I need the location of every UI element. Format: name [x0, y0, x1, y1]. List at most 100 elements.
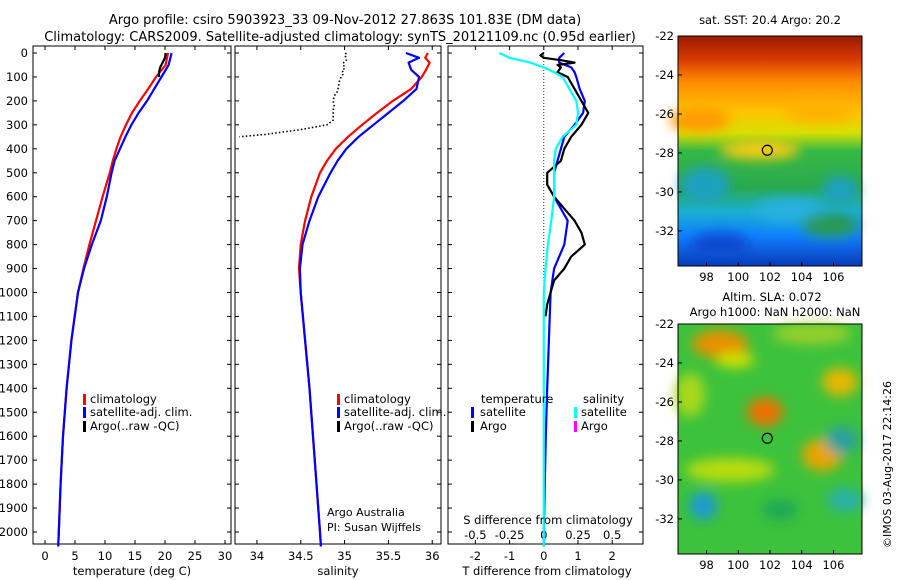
imos-timestamp: ©IMOS 03-Aug-2017 22:14:26	[881, 381, 894, 548]
map-y-tick-label: -26	[655, 107, 674, 121]
x-tick-label: 2	[609, 549, 616, 563]
x-tick-label: -1	[504, 549, 515, 563]
salinity-plot: 34 34.5 35 35.5 36	[235, 46, 441, 563]
x-tick-label: 36	[425, 549, 440, 563]
series-line-satellite-adj-clim-	[298, 51, 421, 547]
figure-title-line2: Climatology: CARS2009. Satellite-adjuste…	[44, 30, 636, 45]
depth-tick-label: 1100	[0, 309, 28, 323]
sla-texture	[675, 324, 863, 520]
map-y-tick-label: -32	[655, 512, 674, 526]
depth-tick-label: 300	[6, 118, 28, 132]
series-line-argo-raw-qc-	[239, 52, 348, 138]
map-x-tick-label: 102	[759, 558, 781, 572]
legend-label-satellite: satellite-adj. clim.	[344, 405, 446, 419]
map-y-tick-label: -28	[655, 434, 674, 448]
argo-location-marker	[761, 144, 773, 156]
s-diff-tick-label: -0.25	[495, 528, 525, 542]
depth-tick-label: 400	[6, 142, 28, 156]
series-line-temperature-argo	[539, 52, 590, 317]
legend-title-salinity: salinity	[583, 392, 624, 406]
temperature-legend: climatology satellite-adj. clim. Argo(..…	[83, 392, 192, 433]
map-y-tick-label: -30	[655, 185, 674, 199]
x-tick-label: 20	[158, 549, 173, 563]
depth-tick-label: 1400	[0, 381, 28, 395]
map-x-tick-label: 104	[791, 558, 813, 572]
difference-panel-frame	[447, 45, 644, 545]
map-x-tick-label: 104	[791, 270, 813, 284]
map-x-tick-label: 100	[727, 558, 749, 572]
map-y-tick-label: -26	[655, 395, 674, 409]
map-y-tick-label: -22	[655, 317, 674, 331]
series-line-temperature-satellite	[542, 52, 586, 547]
depth-tick-label: 700	[6, 214, 28, 228]
depth-tick-label: 1900	[0, 501, 28, 515]
depth-tick-label: 1300	[0, 357, 28, 371]
map-y-tick-label: -24	[655, 68, 674, 82]
x-tick-label: 0	[41, 549, 48, 563]
temperature-plot: 0 5 10 15 20 25 30	[33, 46, 232, 563]
legend-swatch-sal-argo	[574, 421, 577, 432]
depth-tick-label: 2000	[0, 525, 28, 539]
sla-map	[675, 323, 863, 555]
legend-label-temp-satellite: satellite	[480, 405, 526, 419]
x-tick-label: 5	[71, 549, 78, 563]
x-tick-label: 34.5	[288, 549, 314, 563]
map-x-tick-label: 100	[727, 270, 749, 284]
difference-legend: temperature salinity satellite Argo sate…	[471, 392, 627, 433]
sst-map-title: sat. SST: 20.4 Argo: 20.2	[699, 13, 841, 27]
map-x-tick-label: 102	[759, 270, 781, 284]
depth-tick-label: 1800	[0, 477, 28, 491]
x-tick-label: 35	[337, 549, 352, 563]
sst-map	[670, 35, 863, 267]
map-y-tick-label: -32	[655, 224, 674, 238]
series-line-climatology	[57, 52, 170, 547]
sla-map-title: Altim. SLA: 0.072	[722, 290, 821, 304]
series-line-satellite-adj-clim-	[57, 52, 173, 547]
depth-tick-label: 200	[6, 94, 28, 108]
depth-tick-label: 1600	[0, 429, 28, 443]
sst-texture	[670, 102, 858, 257]
legend-label-climatology: climatology	[344, 392, 411, 406]
depth-tick-label: 1000	[0, 286, 28, 300]
depth-axis: 0 100 200 300 400 500 600 700 800 900 1000 1100 1200…	[0, 46, 28, 539]
sla-map-axes: 98 100 102 104 106 -22 -24 -26 -28 -30 -32	[655, 317, 844, 572]
map-x-tick-label: 98	[699, 558, 714, 572]
credit-line2: PI: Susan Wijffels	[327, 521, 421, 534]
s-diff-tick-label: 0.5	[603, 528, 621, 542]
legend-label-climatology: climatology	[90, 392, 157, 406]
depth-tick-label: 900	[6, 262, 28, 276]
depth-tick-label: 600	[6, 190, 28, 204]
depth-tick-label: 1700	[0, 453, 28, 467]
depth-tick-label: 800	[6, 238, 28, 252]
map-y-tick-label: -22	[655, 29, 674, 43]
depth-tick-label: 1200	[0, 333, 28, 347]
s-diff-tick-label: 0.25	[565, 528, 591, 542]
temperature-axis-label: temperature (deg C)	[73, 564, 191, 578]
x-tick-label: 35.5	[376, 549, 402, 563]
legend-title-temperature: temperature	[481, 392, 553, 406]
map-y-tick-label: -28	[655, 146, 674, 160]
temperature-panel-frame	[32, 45, 232, 545]
depth-tick-label: 0	[21, 46, 28, 60]
legend-swatch-satellite	[337, 407, 340, 418]
x-tick-label: 0	[540, 549, 547, 563]
salinity-legend: climatology satellite-adj. clim. Argo(..…	[337, 392, 446, 433]
legend-label-satellite: satellite-adj. clim.	[90, 405, 192, 419]
t-difference-axis-label: T difference from climatology	[461, 564, 632, 578]
legend-swatch-argo	[83, 421, 86, 432]
map-x-tick-label: 106	[822, 558, 844, 572]
difference-plot: -2 -1 0 1 2-0.5 -0.25 0 0.25 0.5	[448, 46, 643, 563]
legend-swatch-sal-satellite	[574, 407, 577, 418]
depth-tick-label: 1500	[0, 405, 28, 419]
x-tick-label: 30	[218, 549, 233, 563]
legend-label-sal-argo: Argo	[581, 419, 608, 433]
legend-swatch-climatology	[83, 394, 86, 405]
legend-swatch-satellite	[83, 407, 86, 418]
series-line-argo-raw-qc-	[157, 52, 167, 77]
series-line-climatology	[297, 52, 431, 547]
s-diff-tick-label: -0.5	[464, 528, 486, 542]
legend-label-sal-satellite: satellite	[581, 405, 627, 419]
argo-location-marker	[761, 432, 773, 444]
legend-label-argo: Argo(..raw -QC)	[344, 419, 434, 433]
